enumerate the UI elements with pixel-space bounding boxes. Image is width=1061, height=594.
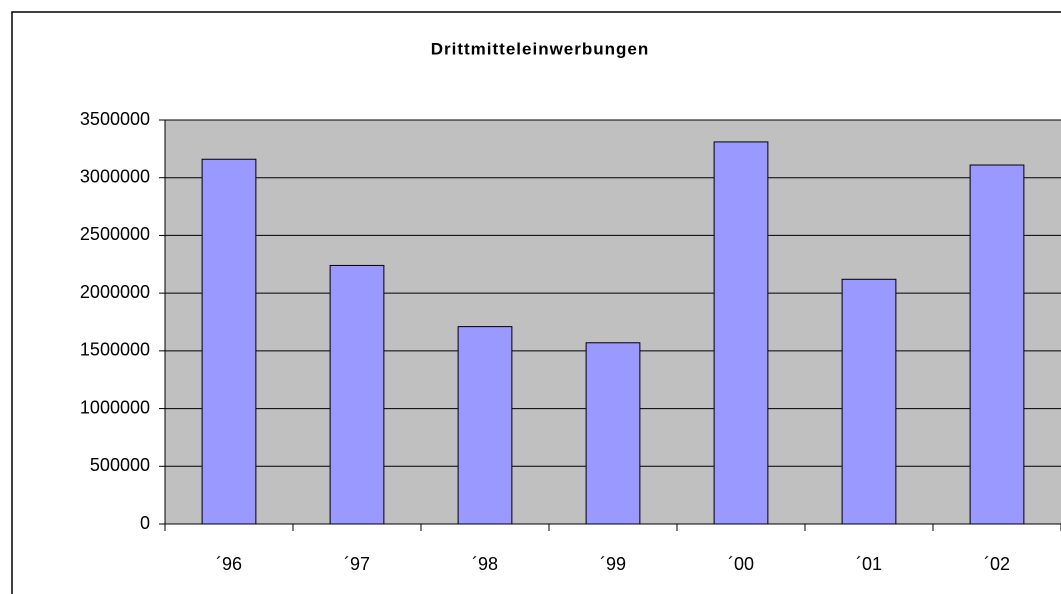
y-tick-label: 3000000 — [80, 166, 150, 186]
bar — [713, 141, 769, 525]
y-tick-label: 1500000 — [80, 340, 150, 360]
y-tick-label: 1000000 — [80, 397, 150, 417]
x-tick-label: ´97 — [344, 554, 370, 574]
y-tick-label: 0 — [140, 513, 150, 533]
x-tick-label: ´01 — [856, 554, 882, 574]
bar — [329, 264, 385, 525]
x-tick-label: ´96 — [216, 554, 242, 574]
chart-title: Drittmitteleinwerbungen — [431, 39, 650, 58]
x-tick-label: ´99 — [600, 554, 626, 574]
bar — [457, 326, 513, 525]
bar — [585, 342, 641, 525]
y-tick-label: 2500000 — [80, 224, 150, 244]
y-tick-label: 2000000 — [80, 282, 150, 302]
bar — [841, 278, 897, 525]
x-tick-label: ´02 — [984, 554, 1010, 574]
x-tick-label: ´00 — [728, 554, 754, 574]
y-tick-label: 500000 — [90, 455, 150, 475]
x-tick-label: ´98 — [472, 554, 498, 574]
bar — [969, 164, 1025, 525]
y-tick-label: 3500000 — [80, 109, 150, 129]
bar — [201, 158, 257, 525]
